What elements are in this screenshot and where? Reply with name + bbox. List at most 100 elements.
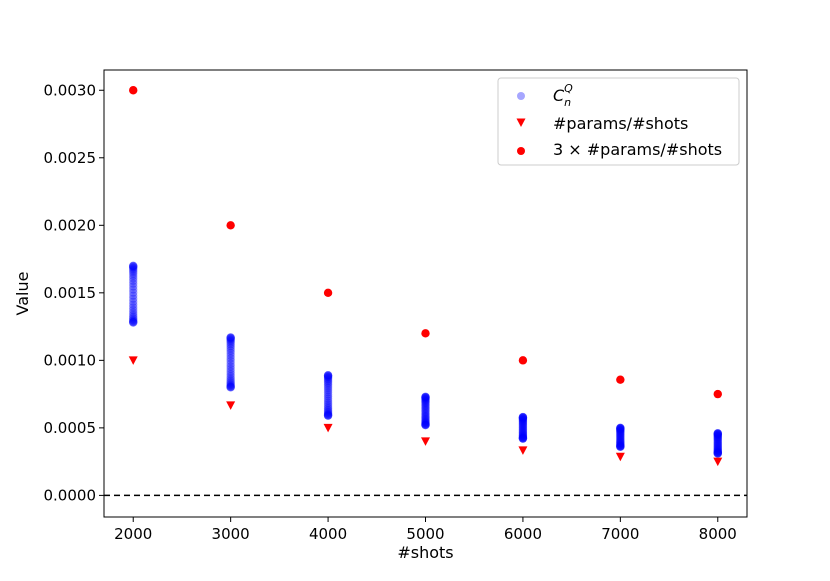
x-axis-title: #shots [397,543,453,562]
cnq-point [616,424,625,433]
cnq-point [323,387,333,397]
cnq-point [616,431,625,440]
cnq-point [616,429,625,439]
cnq-point [421,401,430,410]
legend-marker-cnq [517,92,525,100]
cnq-point [323,407,333,416]
triple-ratio-point [713,389,722,399]
cnq-point [713,430,722,439]
cnq-point [226,382,235,391]
cnq-point [518,429,528,439]
cnq-point [129,261,138,271]
cnq-point [129,291,138,300]
cnq-point [421,402,430,412]
cnq-point [616,433,625,443]
cnq-point [713,435,722,444]
cnq-point [518,431,528,440]
cnq-point [226,334,235,343]
triple-ratio-point [421,329,430,338]
cnq-point [129,271,138,281]
cnq-point [713,429,722,438]
cnq-point [129,314,138,323]
x-tick-label: 4000 [309,525,347,543]
cnq-point [518,425,528,434]
cnq-point [129,269,138,278]
cnq-point [323,398,333,408]
cnq-point [323,410,333,419]
cnq-point [323,376,333,385]
cnq-point [226,333,235,342]
cnq-point [421,397,430,407]
cnq-point [713,430,722,439]
cnq-point [713,436,722,445]
cnq-point [518,420,528,430]
cnq-point [713,441,722,451]
params-ratio-point [518,446,528,455]
cnq-point [713,445,722,455]
cnq-point [713,448,722,457]
cnq-point [226,362,235,371]
cnq-point [713,449,722,458]
cnq-point [518,415,528,424]
y-tick-label: 0.0005 [44,419,97,437]
cnq-point [713,434,722,443]
cnq-point [129,316,138,326]
cnq-point [518,413,528,423]
cnq-point [421,394,430,404]
cnq-point [129,261,138,271]
cnq-point [713,448,722,458]
cnq-point [518,419,528,429]
cnq-point [518,434,528,443]
params-ratio-point [323,423,333,433]
cnq-point [616,434,625,444]
cnq-point [616,424,625,433]
cnq-point [421,418,430,427]
cnq-point [226,383,235,392]
cnq-point [323,375,333,384]
cnq-point [129,264,138,273]
params-ratio-point [421,437,430,446]
params-ratio-point [128,356,138,365]
legend-marker-triple-ratio [517,147,525,155]
triple-ratio-point [129,86,138,95]
cnq-point [129,288,138,297]
cnq-point [129,300,138,309]
cnq-point [713,431,722,441]
cnq-point [323,402,333,412]
cnq-point [421,420,430,430]
cnq-point [421,419,430,429]
cnq-point [616,435,625,445]
cnq-point [129,262,138,271]
cnq-point [713,447,722,457]
cnq-point [226,378,235,387]
cnq-point [323,390,333,399]
cnq-point [421,398,430,408]
cnq-point [129,317,138,327]
cnq-point [421,406,430,415]
cnq-point [713,433,722,442]
cnq-point [616,423,625,433]
cnq-point [713,439,722,449]
cnq-point [421,392,430,402]
triple-ratio-point [616,375,625,384]
cnq-point [713,429,722,438]
cnq-point [129,276,138,286]
cnq-point [616,428,625,438]
x-tick-label: 5000 [406,525,444,543]
cnq-point [713,429,722,439]
cnq-point [226,341,235,351]
cnq-point [129,267,138,276]
y-tick-label: 0.0015 [44,284,97,302]
cnq-point [421,400,430,409]
cnq-point [518,434,528,443]
cnq-point [323,371,333,380]
cnq-point [518,421,528,431]
cnq-point [323,385,333,395]
cnq-point [421,420,430,430]
cnq-point [518,433,528,442]
cnq-point [421,392,430,402]
cnq-point [323,409,333,419]
cnq-point [323,379,333,389]
cnq-point [421,417,430,426]
cnq-point [616,442,625,451]
